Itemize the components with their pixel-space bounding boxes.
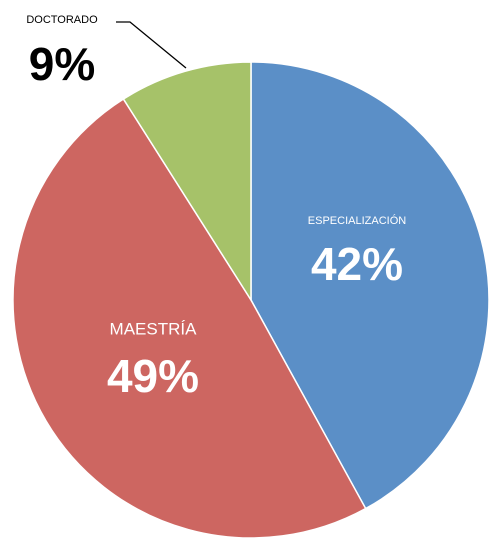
slice-category: DOCTORADO [26,14,98,26]
slice-category: MAESTRÍA [110,319,198,338]
slice-value-label: 42% [311,238,403,290]
pie-slice [12,98,367,539]
pie-slice [250,61,490,510]
pie-slice [122,61,252,303]
slice-category: ESPECIALIZACIÓN [308,214,406,227]
slice-value-label: 49% [107,350,199,402]
leader-line [116,21,187,69]
slice-value-label: 9% [29,38,95,90]
